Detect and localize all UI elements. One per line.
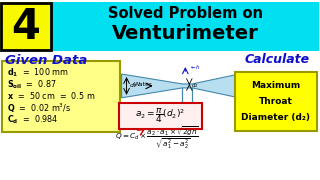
Text: Solved Problem on: Solved Problem on	[108, 6, 263, 21]
FancyBboxPatch shape	[2, 61, 120, 132]
Text: $\mathbf{Q}$  =  0.02 m$^3$/s: $\mathbf{Q}$ = 0.02 m$^3$/s	[7, 102, 71, 115]
Bar	[0, 51, 319, 180]
Text: $\leftarrow h$: $\leftarrow h$	[189, 63, 201, 71]
Text: $x$: $x$	[195, 112, 201, 119]
Text: $a_2 = \dfrac{\pi}{4}(d_2)^2$: $a_2 = \dfrac{\pi}{4}(d_2)^2$	[135, 106, 186, 125]
Text: Calculate: Calculate	[244, 53, 309, 66]
Text: $d_2$: $d_2$	[191, 82, 199, 90]
Polygon shape	[182, 106, 192, 125]
Text: $\mathbf{S_{oil}}$  =  0.87: $\mathbf{S_{oil}}$ = 0.87	[7, 78, 57, 91]
Text: Throat: Throat	[259, 97, 293, 106]
Text: $d_1$: $d_1$	[129, 82, 137, 90]
Text: $\mathbf{x}$  =  50 cm  =  0.5 m: $\mathbf{x}$ = 50 cm = 0.5 m	[7, 90, 95, 101]
Text: Given Data: Given Data	[5, 54, 87, 67]
Bar	[0, 2, 319, 51]
Bar	[1, 3, 51, 50]
FancyBboxPatch shape	[235, 72, 317, 131]
Text: 4: 4	[12, 6, 40, 48]
Text: Venturimeter: Venturimeter	[112, 24, 259, 43]
Bar	[52, 2, 319, 51]
Text: $\mathbf{C_d}$  =  0.984: $\mathbf{C_d}$ = 0.984	[7, 114, 59, 126]
Polygon shape	[122, 74, 239, 98]
Text: Maximum: Maximum	[251, 81, 300, 90]
FancyBboxPatch shape	[119, 103, 202, 129]
Text: $Q = C_d \times \dfrac{a_2 \cdot a_1 \times \sqrt{2gh}}{\sqrt{a_1^2 - a_2^2}}$: $Q = C_d \times \dfrac{a_2 \cdot a_1 \ti…	[116, 124, 199, 151]
Text: $\mathbf{d_1}$  =  100 mm: $\mathbf{d_1}$ = 100 mm	[7, 66, 69, 79]
Text: Water: Water	[133, 82, 152, 87]
Text: Diameter (d₂): Diameter (d₂)	[242, 113, 310, 122]
